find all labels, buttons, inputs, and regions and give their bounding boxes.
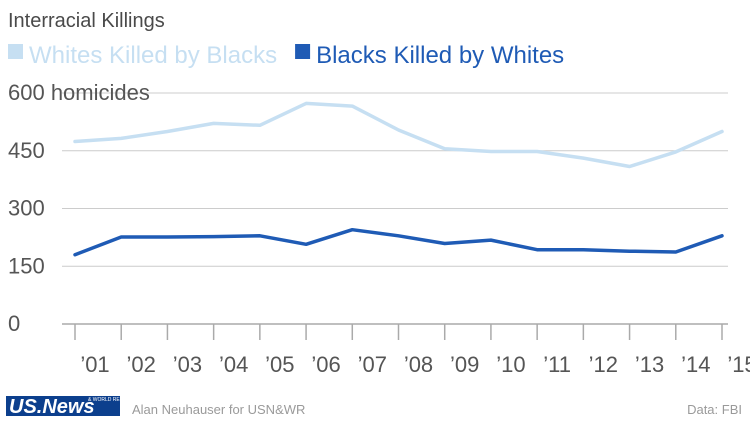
x-tick-label: ’12 [589, 352, 618, 377]
logo-background [6, 396, 120, 416]
y-tick-label: 450 [8, 138, 45, 163]
x-tick-label: ’11 [543, 352, 571, 377]
legend: Whites Killed by Blacks Blacks Killed by … [8, 42, 564, 69]
logo-text: US.News [9, 396, 95, 418]
y-tick-label: 150 [8, 253, 45, 278]
x-tick-label: ’05 [265, 352, 294, 377]
y-axis-ticks: 0 150 300 450 600 homicides [8, 80, 150, 336]
y-tick-label: 600 homicides [8, 80, 150, 105]
x-tick-label: ’13 [635, 352, 664, 377]
source-text: Data: FBI [687, 402, 742, 417]
x-tick-label: ’02 [127, 352, 156, 377]
x-tick-label: ’09 [450, 352, 479, 377]
chart-title: Interracial Killings [8, 10, 165, 32]
x-tick-label: ’04 [219, 352, 248, 377]
x-tick-label: ’07 [358, 352, 387, 377]
y-tick-label: 300 [8, 196, 45, 221]
credit-text: Alan Neuhauser for USN&WR [132, 402, 305, 417]
x-tick-label: ’14 [681, 352, 710, 377]
x-tick-label: ’01 [80, 352, 109, 377]
footer: US.News & WORLD REPORT Alan Neuhauser fo… [6, 396, 742, 418]
series-line-2 [73, 227, 724, 257]
legend-swatch [295, 44, 311, 59]
legend-label: Whites Killed by Blacks [29, 42, 277, 69]
gridlines [62, 92, 728, 325]
logo-subtext: & WORLD REPORT [88, 397, 133, 403]
legend-swatch [8, 44, 23, 59]
series-line-1 [73, 101, 724, 169]
x-tick-label: ’10 [496, 352, 525, 377]
legend-label: Blacks Killed by Whites [316, 42, 564, 69]
series-lines [73, 101, 724, 257]
x-axis-ticks: ’01 ’02 ’03 ’04 ’05 ’06 ’07 ’08 ’09 ’10 ’11 ’12 ’13 ’… [74, 324, 750, 377]
y-tick-label: 0 [8, 311, 20, 336]
x-tick-label: ’06 [311, 352, 340, 377]
x-tick-label: ’03 [173, 352, 202, 377]
x-tick-label: ’15 [727, 352, 750, 377]
x-tick-label: ’08 [404, 352, 433, 377]
